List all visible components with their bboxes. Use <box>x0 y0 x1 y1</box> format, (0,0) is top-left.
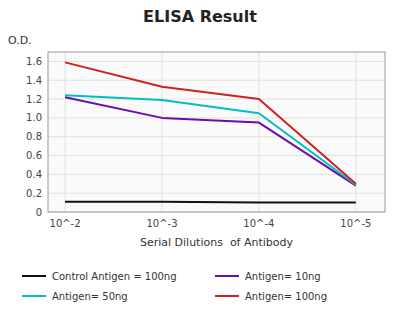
x-tick-label: 10^-5 <box>340 218 371 229</box>
plot-area <box>48 52 385 212</box>
y-grid-line <box>48 80 385 81</box>
title: ELISA Result <box>143 7 257 26</box>
y-grid-line <box>48 155 385 156</box>
y-grid-line <box>48 136 385 137</box>
x-grid-line <box>355 52 356 212</box>
y-grid-line <box>48 61 385 62</box>
legend: Control Antigen = 100ng Antigen= 10ng Anti… <box>22 271 327 302</box>
legend-swatch <box>22 295 46 297</box>
series-line <box>65 62 356 183</box>
y-grid-line <box>48 99 385 100</box>
series-lines <box>65 62 356 202</box>
legend-label: Antigen= 100ng <box>245 291 327 302</box>
series-line <box>65 95 356 184</box>
y-tick-label: 1.6 <box>26 56 42 67</box>
y-tick-label: 0.2 <box>26 188 42 199</box>
legend-label: Antigen= 10ng <box>245 271 321 282</box>
y-tick-label: 1.2 <box>26 94 42 105</box>
legend-swatch <box>215 275 239 277</box>
legend-label: Antigen= 50ng <box>52 291 128 302</box>
y-tick-label: 0.8 <box>26 131 42 142</box>
y-grid-line <box>48 193 385 194</box>
x-axis-label: Serial Dilutions of Antibody <box>140 236 294 249</box>
chart: ELISA Result O.D. 0 0.2 0.4 0.6 0.8 1.0 1.2 1.4 1.… <box>0 0 400 333</box>
x-tick-label: 10^-2 <box>50 218 81 229</box>
legend-swatch <box>215 295 239 297</box>
y-tick-label: 0 <box>36 207 42 218</box>
y-tick-label: 0.4 <box>26 169 42 180</box>
x-tick-label: 10^-3 <box>146 218 177 229</box>
grid <box>48 52 385 212</box>
y-tick-label: 1.0 <box>26 112 42 123</box>
x-grid-line <box>258 52 259 212</box>
legend-swatch <box>22 275 46 277</box>
y-axis-label: O.D. <box>8 34 32 47</box>
x-grid-line <box>65 52 66 212</box>
plot-frame <box>48 52 385 212</box>
x-grid-line <box>161 52 162 212</box>
y-tick-label: 1.4 <box>26 75 42 86</box>
y-tick-label: 0.6 <box>26 150 42 161</box>
y-grid-line <box>48 117 385 118</box>
series-line <box>65 97 356 185</box>
x-tick-label: 10^-4 <box>243 218 274 229</box>
legend-label: Control Antigen = 100ng <box>52 271 177 282</box>
y-grid-line <box>48 174 385 175</box>
series-line <box>65 201 356 204</box>
